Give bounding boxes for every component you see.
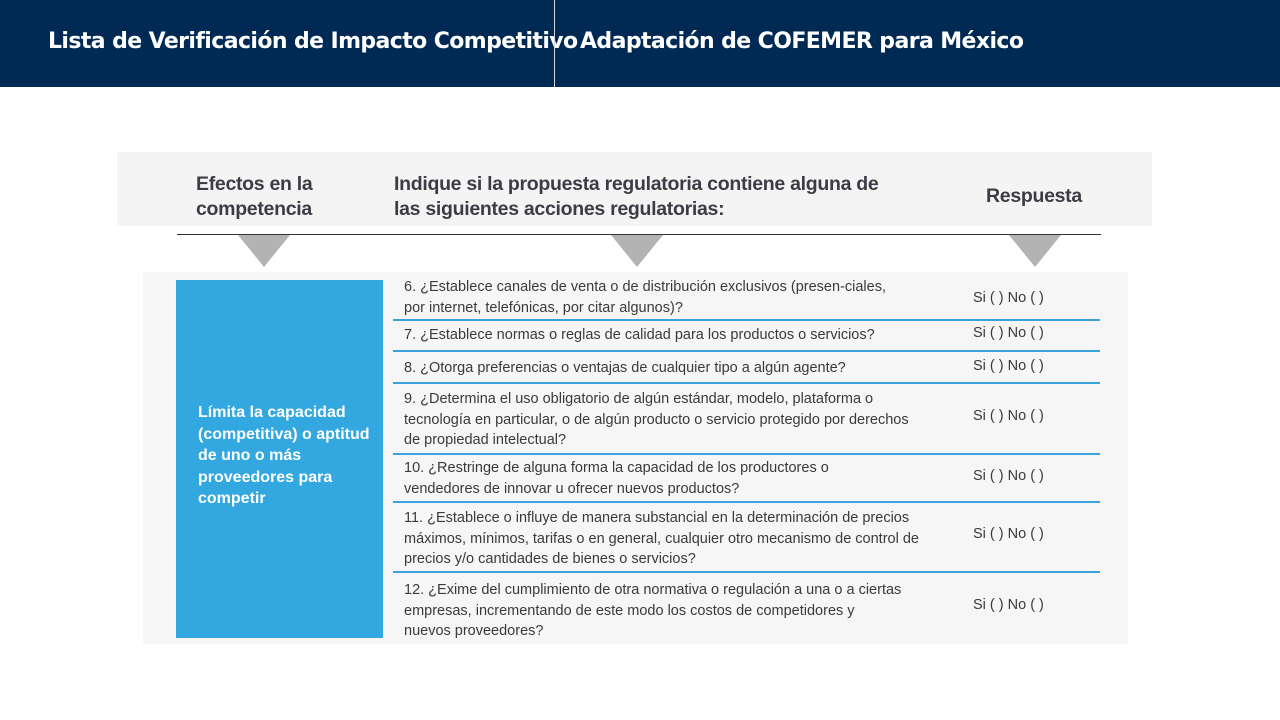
down-arrow-effects [238, 235, 290, 267]
page-title: Lista de Verificación de Impacto Competi… [48, 29, 578, 54]
row-separator [393, 350, 1100, 352]
question-row-10: 10. ¿Restringe de alguna forma la capaci… [393, 458, 1100, 500]
effect-label: Límita la capacidad (competitiva) o apti… [198, 404, 370, 507]
answer-options[interactable]: Si ( ) No ( ) [973, 597, 1044, 613]
answer-options[interactable]: Si ( ) No ( ) [973, 290, 1044, 306]
answer-options[interactable]: Si ( ) No ( ) [973, 526, 1044, 542]
question-row-7: 7. ¿Establece normas o reglas de calidad… [393, 325, 1100, 349]
question-text: 7. ¿Establece normas o reglas de calidad… [404, 327, 875, 343]
question-text: 8. ¿Otorga preferencias o ventajas de cu… [404, 360, 846, 376]
question-row-11: 11. ¿Establece o influye de manera subst… [393, 508, 1100, 570]
header-rule [177, 234, 1101, 235]
row-separator [393, 319, 1100, 321]
title-divider [554, 0, 555, 87]
top-banner: Lista de Verificación de Impacto Competi… [0, 0, 1280, 87]
effect-box [176, 280, 383, 638]
column-header-response: Respuesta [986, 185, 1082, 207]
table-header-band [117, 152, 1152, 226]
page-subtitle: Adaptación de COFEMER para México [580, 29, 1024, 54]
row-separator [393, 382, 1100, 384]
question-text: 12. ¿Exime del cumplimiento de otra norm… [404, 582, 902, 639]
answer-options[interactable]: Si ( ) No ( ) [973, 358, 1044, 374]
question-text: 10. ¿Restringe de alguna forma la capaci… [404, 460, 829, 497]
question-row-9: 9. ¿Determina el uso obligatorio de algú… [393, 389, 1100, 451]
column-header-effects: Efectos en la competencia [196, 173, 313, 220]
question-row-8: 8. ¿Otorga preferencias o ventajas de cu… [393, 358, 1100, 382]
question-text: 9. ¿Determina el uso obligatorio de algú… [404, 391, 909, 448]
question-row-6: 6. ¿Establece canales de venta o de dist… [393, 277, 1100, 319]
question-row-12: 12. ¿Exime del cumplimiento de otra norm… [393, 580, 1100, 642]
column-header-actions: Indique si la propuesta regulatoria cont… [394, 173, 879, 220]
answer-options[interactable]: Si ( ) No ( ) [973, 408, 1044, 424]
question-text: 11. ¿Establece o influye de manera subst… [404, 510, 919, 567]
row-separator [393, 453, 1100, 455]
down-arrow-actions [611, 235, 663, 267]
row-separator [393, 501, 1100, 503]
answer-options[interactable]: Si ( ) No ( ) [973, 468, 1044, 484]
row-separator [393, 571, 1100, 573]
down-arrow-response [1009, 235, 1061, 267]
answer-options[interactable]: Si ( ) No ( ) [973, 325, 1044, 341]
question-text: 6. ¿Establece canales de venta o de dist… [404, 279, 886, 316]
